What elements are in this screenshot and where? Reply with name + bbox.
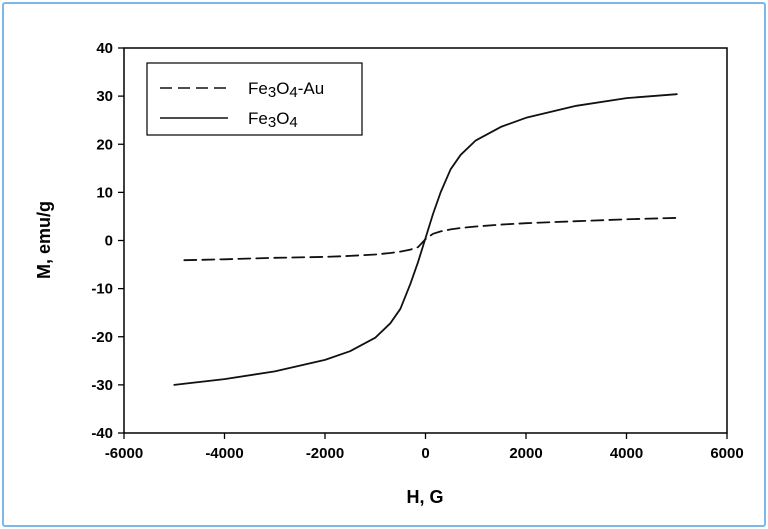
x-tick-label: 4000 [610, 445, 643, 462]
x-axis-ticks: -6000 -4000 -2000 0 2000 4000 6000 [105, 433, 744, 462]
y-tick-label: -20 [91, 329, 113, 346]
x-tick-label: 6000 [710, 445, 743, 462]
legend-label-fe3o4: Fe3O4 [248, 109, 298, 131]
y-tick-label: 20 [96, 136, 113, 153]
x-tick-label: 2000 [509, 445, 542, 462]
plot-lines [173, 93, 678, 386]
y-tick-label: 10 [96, 184, 113, 201]
legend-box [146, 62, 363, 136]
x-tick-label: -2000 [306, 445, 344, 462]
y-axis-label: M, emu/g [34, 201, 54, 279]
y-tick-label: 0 [105, 233, 113, 250]
x-tick-label: 0 [421, 445, 429, 462]
x-tick-label: -6000 [105, 445, 143, 462]
y-tick-label: -40 [91, 425, 113, 442]
x-tick-label: -4000 [205, 445, 243, 462]
series-line-fe3o4 [173, 93, 678, 386]
y-tick-label: 40 [96, 40, 113, 57]
y-tick-label: -10 [91, 281, 113, 298]
y-tick-label: 30 [96, 88, 113, 105]
legend: Fe3O4-Au Fe3O4 [146, 62, 363, 136]
legend-label-fe3o4-au: Fe3O4-Au [248, 79, 324, 101]
x-axis-label: H, G [406, 487, 443, 507]
y-axis-ticks: -40 -30 -20 -10 0 10 20 30 40 [91, 40, 124, 442]
y-tick-label: -30 [91, 377, 113, 394]
